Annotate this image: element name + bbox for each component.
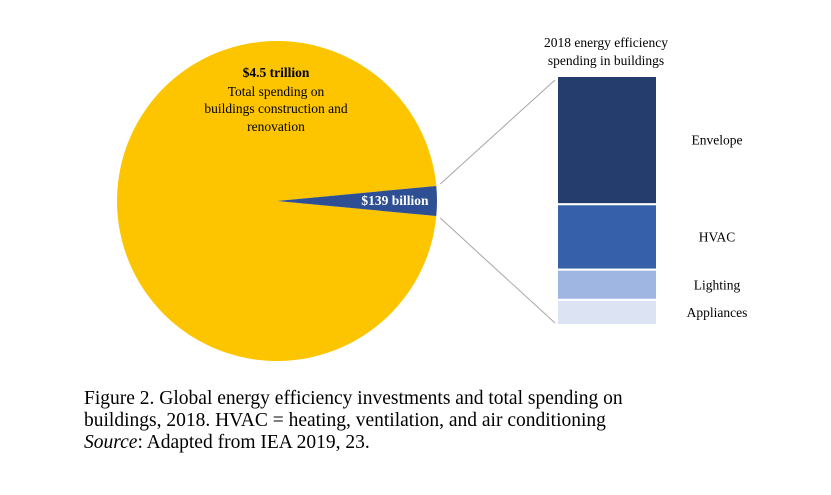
- stacked-bar: Envelope HVAC Lighting Appliances: [556, 75, 748, 326]
- pie-main-desc-line-3: renovation: [247, 119, 305, 134]
- connector-line-bottom: [439, 217, 556, 324]
- caption-line-2: buildings, 2018. HVAC = heating, ventila…: [84, 410, 606, 431]
- caption-source-label: Source: [84, 432, 138, 453]
- figure-caption: Figure 2. Global energy efficiency inves…: [84, 388, 784, 454]
- pie-main-value-label: $4.5 trillion: [243, 65, 310, 80]
- bar-label-envelope: Envelope: [692, 133, 743, 148]
- pie-slice-total-spending: [116, 41, 437, 361]
- bar-segment-hvac: [556, 203, 658, 271]
- caption-line-1: Figure 2. Global energy efficiency inves…: [84, 388, 623, 409]
- bar-segment-envelope: [556, 75, 658, 206]
- bar-title-line-1: 2018 energy efficiency: [544, 35, 668, 50]
- bar-label-hvac: HVAC: [699, 229, 736, 244]
- caption-source-line: Source: Adapted from IEA 2019, 23.: [84, 432, 784, 454]
- bar-label-lighting: Lighting: [694, 277, 741, 292]
- pie-main-desc-line-2: buildings construction and: [204, 101, 347, 116]
- pie-main-desc-line-1: Total spending on: [228, 84, 325, 99]
- bar-segment-lighting: [556, 268, 658, 301]
- connector-line-top: [439, 79, 556, 185]
- pie-slice-value-label: $139 billion: [361, 193, 429, 208]
- bar-label-appliances: Appliances: [687, 305, 748, 320]
- caption-source-text: : Adapted from IEA 2019, 23.: [137, 432, 370, 453]
- bar-segment-appliances: [556, 298, 658, 326]
- bar-title-line-2: spending in buildings: [548, 53, 664, 68]
- pie-slice-energy-efficiency: [277, 185, 437, 217]
- pie-of-bar-chart: $4.5 trillion Total spending on building…: [116, 35, 748, 361]
